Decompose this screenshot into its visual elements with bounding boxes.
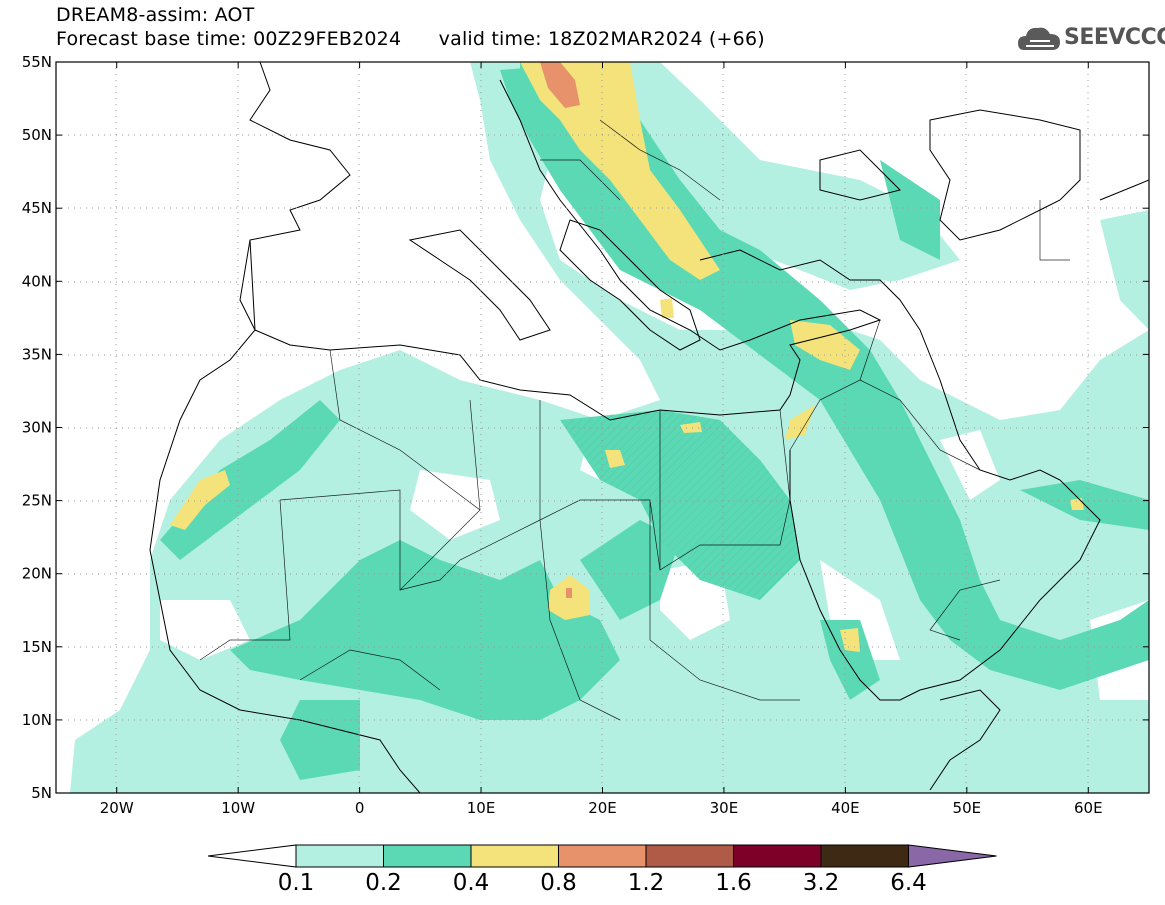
longitude-labels: 20W 10W 0 10E 20E 30E 40E 50E 60E <box>100 799 1103 817</box>
aot-0.4-0.8-area <box>170 62 1084 652</box>
forecast-time-line: Forecast base time: 00Z29FEB2024 valid t… <box>56 28 765 50</box>
lat-label: 30N <box>22 419 52 437</box>
lon-label: 10E <box>467 799 496 817</box>
colorbar-label: 0.2 <box>365 870 402 896</box>
lon-label: 50E <box>953 799 982 817</box>
lon-label: 30E <box>710 799 739 817</box>
borders <box>199 119 1070 721</box>
colorbar-label: 6.4 <box>890 870 927 896</box>
colorbar-min-arrow <box>207 844 297 868</box>
lat-label: 55N <box>22 53 52 71</box>
logo-text: SEEVCCC <box>1064 25 1165 50</box>
lat-label: 50N <box>22 126 52 144</box>
lon-label: 20W <box>100 799 134 817</box>
colorbar-cell <box>820 844 909 868</box>
colorbar-cell <box>558 844 647 868</box>
colorbar-label: 1.2 <box>627 870 665 896</box>
lat-label: 45N <box>22 199 52 217</box>
latitude-labels: 55N 50N 45N 40N 35N 30N 25N 20N 15N 10N 5N <box>22 53 52 802</box>
lat-label: 5N <box>31 784 52 802</box>
colorbar-label: 0.8 <box>540 870 577 896</box>
colorbar-cell <box>295 844 384 868</box>
lat-label: 25N <box>22 492 52 510</box>
lon-label: 10W <box>221 799 255 817</box>
colorbar-max-arrow <box>908 844 997 868</box>
lat-label: 10N <box>22 711 52 729</box>
colorbar-label: 0.1 <box>277 870 315 896</box>
cloud-icon <box>1018 27 1060 50</box>
colorbar-label: 1.6 <box>715 870 752 896</box>
colorbar-label: 0.4 <box>452 870 490 896</box>
seevccc-logo: SEEVCCC <box>1016 22 1165 56</box>
lon-label: 40E <box>831 799 860 817</box>
lat-label: 40N <box>22 272 52 290</box>
aot-0.8-1.2-area <box>540 62 580 598</box>
lon-label: 20E <box>588 799 617 817</box>
colorbar-cell <box>470 844 559 868</box>
lat-label: 15N <box>22 638 52 656</box>
aot-field <box>56 62 1149 793</box>
lat-label: 20N <box>22 565 52 583</box>
lat-label: 35N <box>22 345 52 363</box>
grid-lines <box>56 62 1149 793</box>
axis-ticks <box>56 61 1149 794</box>
lon-label: 60E <box>1074 799 1103 817</box>
map-title: DREAM8-assim: AOT <box>56 4 255 26</box>
colorbar-label: 3.2 <box>802 870 840 896</box>
colorbar-cell <box>645 844 734 868</box>
lon-label: 0 <box>355 799 365 817</box>
colorbar-cell <box>733 844 822 868</box>
colorbar-cell <box>383 844 472 868</box>
